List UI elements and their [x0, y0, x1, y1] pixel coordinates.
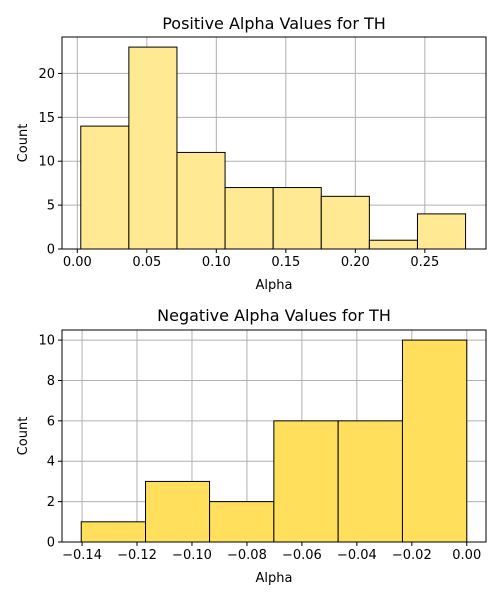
- chart-title: Positive Alpha Values for TH: [162, 14, 386, 33]
- y-tick-label: 10: [38, 334, 55, 349]
- x-tick-label: 0.00: [452, 548, 481, 563]
- y-tick-label: 6: [47, 414, 55, 429]
- histogram-bar: [272, 187, 322, 250]
- x-tick-label: −0.04: [337, 548, 377, 563]
- plot-frame: [61, 329, 487, 543]
- histogram-bar: [209, 501, 275, 543]
- histogram-bar: [80, 125, 130, 250]
- y-tick-label: 20: [38, 67, 55, 82]
- histogram-bar: [273, 420, 339, 543]
- y-tick-label: 4: [47, 455, 55, 470]
- plot-frame: [61, 36, 487, 250]
- y-tick-label: 0: [47, 536, 55, 551]
- x-axis-ticks: 0.00 0.05 0.10 0.15 0.20 0.25: [63, 249, 439, 270]
- x-tick-label: −0.10: [172, 548, 212, 563]
- y-tick-label: 5: [47, 199, 55, 214]
- y-axis-ticks: 0 5 10 15 20: [38, 67, 62, 258]
- histogram-bar: [176, 151, 226, 250]
- x-tick-label: 0.20: [341, 255, 370, 270]
- x-tick-label: 0.00: [63, 255, 92, 270]
- histogram-bar: [368, 239, 418, 250]
- y-tick-label: 10: [38, 155, 55, 170]
- x-tick-label: −0.14: [62, 548, 102, 563]
- x-tick-label: −0.06: [282, 548, 322, 563]
- y-axis-label: Count: [16, 417, 31, 456]
- x-axis-label: Alpha: [256, 571, 293, 586]
- y-axis-label: Count: [16, 124, 31, 163]
- positive-alpha-histogram: 0.00 0.05 0.10 0.15 0.20 0.25 0 5 10 15 20 Positi…: [16, 14, 487, 293]
- histogram-bar: [128, 46, 178, 250]
- x-tick-label: 0.15: [271, 255, 300, 270]
- histogram-bar: [320, 195, 370, 250]
- chart-title: Negative Alpha Values for TH: [157, 306, 391, 325]
- negative-alpha-histogram: −0.14 −0.12 −0.10 −0.08 −0.06 −0.04 −0.02 0.00 …: [16, 306, 487, 586]
- x-tick-label: 0.25: [410, 255, 439, 270]
- histogram-bar: [401, 339, 468, 543]
- histogram-bar: [337, 420, 403, 543]
- x-tick-label: −0.02: [392, 548, 432, 563]
- x-tick-label: 0.05: [132, 255, 161, 270]
- histogram-bar: [224, 187, 274, 250]
- x-tick-label: −0.12: [117, 548, 157, 563]
- y-axis-ticks: 0 2 4 6 8 10: [38, 334, 62, 551]
- x-tick-label: 0.10: [202, 255, 231, 270]
- y-tick-label: 15: [38, 111, 55, 126]
- x-axis-ticks: −0.14 −0.12 −0.10 −0.08 −0.06 −0.04 −0.02 0.00: [62, 542, 481, 563]
- y-tick-label: 8: [47, 374, 55, 389]
- histogram-bar: [80, 521, 147, 543]
- histogram-bars: [80, 46, 467, 250]
- x-axis-label: Alpha: [256, 278, 293, 293]
- histogram-bars: [80, 339, 468, 543]
- y-tick-label: 2: [47, 495, 55, 510]
- y-tick-label: 0: [47, 243, 55, 258]
- histogram-bar: [416, 213, 467, 250]
- histogram-bar: [145, 480, 211, 543]
- x-tick-label: −0.08: [227, 548, 267, 563]
